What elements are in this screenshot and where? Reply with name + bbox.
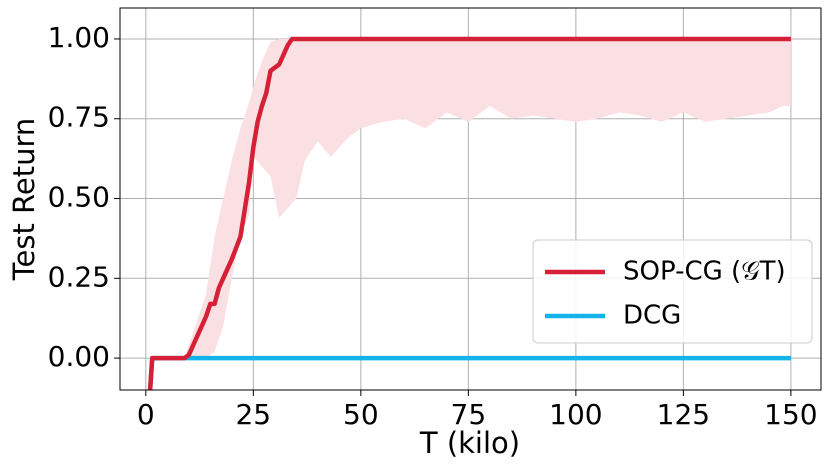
y-tick-label: 0.25 [48,260,110,293]
x-tick-label: 0 [137,398,155,431]
y-tick-label: 0.50 [48,181,110,214]
x-tick-label: 75 [451,398,487,431]
x-axis-label: T (kilo) [419,426,520,460]
legend-label: SOP-CG (𝒢T) [623,257,786,287]
y-tick-label: 0.75 [48,101,110,134]
y-axis-label: Test Return [7,118,41,282]
line [147,36,791,390]
confidence-band [184,38,791,359]
legend-label: DCG [623,301,681,331]
plot-frame [119,7,822,391]
x-tick-label: 150 [764,398,817,431]
y-tick-label: 0.00 [48,340,110,373]
x-tick-label: 100 [549,398,602,431]
y-tick-label: 1.00 [48,21,110,54]
line [147,355,791,390]
plot-area [147,36,791,390]
x-tick-label: 25 [235,398,271,431]
x-tick-label: 125 [657,398,710,431]
x-tick-label: 50 [343,398,379,431]
